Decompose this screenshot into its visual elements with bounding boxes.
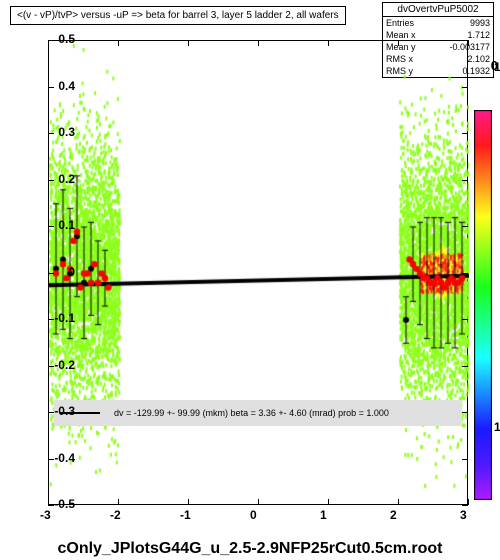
chart-title: <(v - vP)/tvP> versus -uP => beta for ba… bbox=[10, 6, 346, 25]
y-tick-label: -0.2 bbox=[35, 358, 75, 372]
y-tick-label: 0 bbox=[35, 265, 75, 279]
footer-filename: cOnly_JPlotsG44G_u_2.5-2.9NFP25rCut0.5cm… bbox=[0, 540, 500, 558]
x-tick-label: -2 bbox=[110, 508, 121, 522]
y-tick-label: -0.4 bbox=[35, 451, 75, 465]
colorbar: 10 1 bbox=[474, 110, 492, 500]
y-tick-label: 0.4 bbox=[35, 79, 75, 93]
stats-name: dvOvertvPuP5002 bbox=[383, 3, 493, 17]
plot-canvas bbox=[49, 41, 469, 506]
colorbar-canvas bbox=[474, 110, 492, 500]
fit-legend: dv = -129.99 +- 99.99 (mkm) beta = 3.36 … bbox=[54, 400, 462, 426]
x-tick-label: 2 bbox=[390, 508, 397, 522]
y-tick-label: -0.1 bbox=[35, 311, 75, 325]
y-tick-label: 0.2 bbox=[35, 172, 75, 186]
y-tick-label: -0.3 bbox=[35, 404, 75, 418]
fit-text: dv = -129.99 +- 99.99 (mkm) beta = 3.36 … bbox=[114, 408, 389, 418]
x-tick-label: 0 bbox=[250, 508, 257, 522]
colorbar-label: 10 bbox=[494, 60, 500, 74]
y-tick-label: 0.1 bbox=[35, 218, 75, 232]
x-tick-label: -3 bbox=[40, 508, 51, 522]
stats-row: Entries 9993 bbox=[383, 17, 493, 29]
y-tick-label: 0.5 bbox=[35, 32, 75, 46]
colorbar-label: 1 bbox=[494, 420, 500, 434]
plot-area bbox=[48, 40, 468, 505]
x-tick-label: 3 bbox=[460, 508, 467, 522]
x-tick-label: -1 bbox=[180, 508, 191, 522]
y-tick-label: 0.3 bbox=[35, 125, 75, 139]
x-tick-label: 1 bbox=[320, 508, 327, 522]
